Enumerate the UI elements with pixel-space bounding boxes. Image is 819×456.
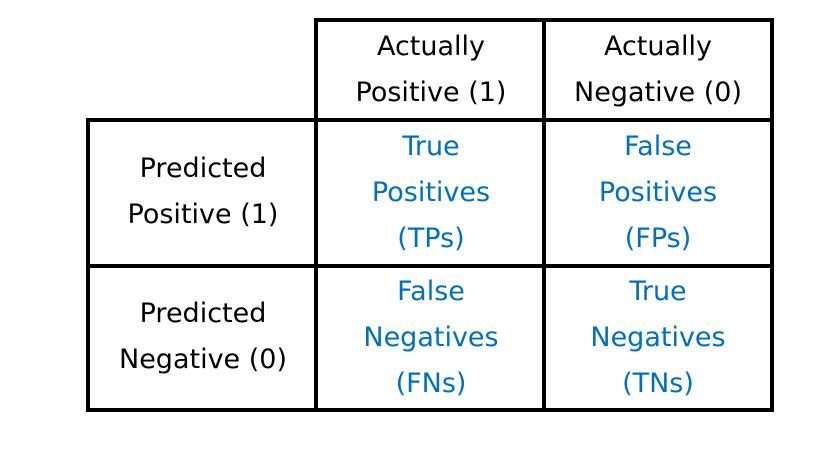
cell-line: Negatives (590, 322, 726, 353)
row-header-line: Positive (1) (127, 199, 279, 230)
column-header-line: Actually (603, 31, 713, 62)
cell-false-positives: False Positives (FPs) (546, 122, 770, 264)
grid-line-column-divider (542, 18, 546, 412)
cell-line: (FPs) (624, 223, 692, 254)
column-header-actually-negative: Actually Negative (0) (546, 22, 770, 118)
cell-true-negatives: True Negatives (TNs) (546, 268, 770, 408)
row-header-predicted-positive: Predicted Positive (1) (90, 120, 316, 264)
column-header-line: Negative (0) (574, 77, 742, 108)
grid-line-outer-left (86, 118, 90, 412)
cell-line: Positives (598, 177, 718, 208)
cell-false-negatives: False Negatives (FNs) (318, 268, 544, 408)
cell-line: Negatives (363, 322, 499, 353)
grid-line-bottom (86, 408, 774, 412)
column-header-actually-positive: Actually Positive (1) (318, 22, 544, 118)
cell-line: Positives (371, 177, 491, 208)
cell-true-positives: True Positives (TPs) (318, 122, 544, 264)
cell-line: (TPs) (397, 223, 465, 254)
grid-line-row-divider (86, 264, 774, 268)
cell-line: True (402, 131, 460, 162)
row-header-line: Predicted (139, 298, 267, 329)
cell-line: (TNs) (622, 368, 694, 399)
row-header-line: Predicted (139, 153, 267, 184)
row-header-predicted-negative: Predicted Negative (0) (90, 266, 316, 408)
row-header-line: Negative (0) (119, 344, 287, 375)
grid-line-inner-left (314, 18, 318, 412)
grid-line-right (770, 18, 774, 412)
column-header-line: Positive (1) (355, 77, 507, 108)
cell-line: (FNs) (395, 368, 467, 399)
cell-line: False (397, 276, 465, 307)
cell-line: True (629, 276, 687, 307)
grid-line-header-bottom (86, 118, 774, 122)
cell-line: False (624, 131, 692, 162)
column-header-line: Actually (376, 31, 486, 62)
